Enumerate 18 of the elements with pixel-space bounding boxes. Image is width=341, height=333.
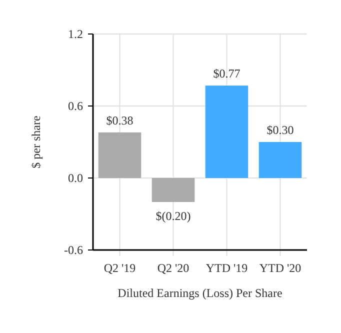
data-label: $0.77 — [213, 66, 240, 81]
x-tick-label: Q2 '19 — [104, 261, 136, 275]
x-tick-label: YTD '20 — [259, 261, 302, 275]
bar — [98, 132, 142, 178]
y-tick-label: -0.6 — [64, 243, 83, 258]
y-tick-label: 0.6 — [68, 99, 83, 114]
bar — [205, 86, 248, 178]
data-label: $0.38 — [106, 113, 134, 128]
data-label: $(0.20) — [156, 209, 191, 223]
x-axis-title: Diluted Earnings (Loss) Per Share — [118, 286, 282, 300]
data-label: $0.30 — [266, 123, 294, 137]
x-tick-label: YTD '19 — [206, 261, 248, 275]
y-axis-title: $ per share — [29, 116, 43, 168]
x-tick-label: Q2 '20 — [157, 261, 190, 275]
y-tick-label: 1.2 — [68, 27, 83, 42]
bar — [152, 178, 195, 202]
bar — [258, 142, 302, 178]
y-tick-label: 0.0 — [68, 171, 83, 186]
